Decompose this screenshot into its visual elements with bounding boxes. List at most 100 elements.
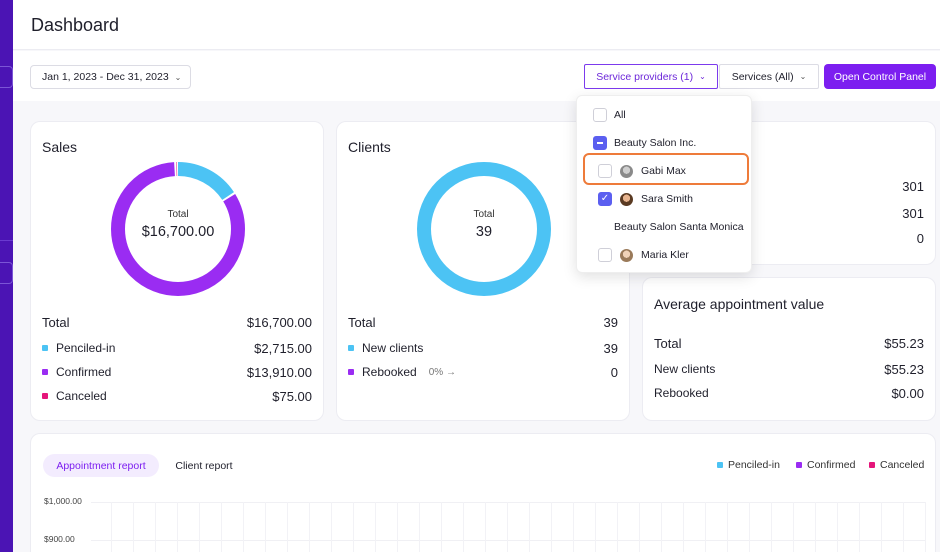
legend-label: Penciled-in [728,459,780,471]
grid-column [639,502,640,552]
grid-column [265,502,266,552]
clients-total-value: 39 [475,224,493,240]
y-axis-label: $1,000.00 [44,496,82,506]
legend-canceled: Canceled [869,459,924,471]
grid-column [903,502,904,552]
grid-column [353,502,354,552]
checkbox[interactable] [598,164,612,178]
grid-column [727,502,728,552]
service-providers-dropdown[interactable]: Service providers (1) ⌄ [584,64,718,89]
donut-segment-new-clients [417,162,551,296]
grid-column [133,502,134,552]
grid-column [199,502,200,552]
grid-column [419,502,420,552]
row-value: 39 [603,314,618,330]
row-label: Total [348,314,376,330]
avatar [620,248,633,262]
checkbox[interactable]: ✓ [598,192,612,206]
grid-column [287,502,288,552]
row-label: New clients [654,362,716,376]
avg-row-rebooked: Rebooked $0.00 [654,384,924,402]
row-value: $2,715.00 [254,340,312,356]
grid-column [573,502,574,552]
item-label: Beauty Salon Santa Monica [614,221,744,233]
row-label: Total [42,314,70,330]
grid-column [661,502,662,552]
grid-column [793,502,794,552]
tab-appointment-report[interactable]: Appointment report [43,454,159,477]
item-label: Maria Kler [641,249,689,261]
nav-item[interactable] [0,262,13,284]
open-control-panel-button[interactable]: Open Control Panel [824,64,936,89]
filter-toolbar: Jan 1, 2023 - Dec 31, 2023 ⌄ Service pro… [13,51,940,101]
penciled-legend-swatch [42,345,48,351]
item-label: Beauty Salon Inc. [614,137,697,149]
grid-column [595,502,596,552]
avg-value-card: Average appointment value Total $55.23 N… [642,277,936,421]
row-label: Rebooked [362,365,417,379]
grid-column [375,502,376,552]
rebooked-pct-link[interactable]: 0% → [428,366,456,378]
grid-column [243,502,244,552]
new-clients-legend-swatch [348,345,354,351]
row-value: $75.00 [272,388,312,404]
legend-swatch [717,462,723,468]
nav-item[interactable] [0,66,13,88]
grid-column [859,502,860,552]
avatar [620,164,633,178]
grid-column [683,502,684,552]
legend-swatch [796,462,802,468]
grid-column [309,502,310,552]
dropdown-item-sara-smith[interactable]: ✓ Sara Smith [577,185,753,213]
rebooked-legend-swatch [348,369,354,375]
row-label: Total [654,335,682,351]
appointments-value: 301 [902,206,924,221]
checkbox[interactable] [593,136,607,150]
sales-total-value: $16,700.00 [141,224,215,240]
legend-label: Canceled [880,459,925,471]
date-range-picker[interactable]: Jan 1, 2023 - Dec 31, 2023 ⌄ [30,65,191,89]
grid-column [331,502,332,552]
grid-column [441,502,442,552]
clients-title: Clients [348,139,391,155]
sales-card: Sales Total $16,700.00 Total $16,700.00 … [30,121,324,421]
page-title: Dashboard [31,15,120,35]
item-label: Sara Smith [641,193,693,205]
gridline [91,540,925,541]
checkbox[interactable] [593,108,607,122]
grid-column [551,502,552,552]
grid-column [837,502,838,552]
page-header: Dashboard [13,0,940,50]
dropdown-item-beauty-salon-santa-monica[interactable]: Beauty Salon Santa Monica [577,213,753,241]
row-value: $55.23 [884,335,924,351]
grid-column [463,502,464,552]
tab-client-report[interactable]: Client report [175,459,233,472]
sales-total-label: Total [167,209,189,220]
grid-column [771,502,772,552]
dropdown-item-maria-kler[interactable]: Maria Kler [577,241,753,269]
legend-label: Confirmed [807,459,856,471]
dropdown-item-gabi-max[interactable]: Gabi Max [577,157,753,185]
row-label: Penciled-in [56,341,116,355]
grid-column [925,502,926,552]
item-label: All [614,109,626,121]
grid-column [485,502,486,552]
grid-column [507,502,508,552]
sales-donut-chart [111,162,245,296]
service-providers-label: Service providers (1) [596,70,694,83]
sales-row-penciled: Penciled-in $2,715.00 [42,339,312,357]
checkbox[interactable] [598,248,612,262]
confirmed-legend-swatch [42,369,48,375]
appointments-value: 301 [902,179,924,194]
nav-divider [0,240,13,241]
appointments-value: 0 [916,231,924,246]
row-label: Confirmed [56,365,112,379]
row-label: Canceled [56,389,107,403]
services-dropdown[interactable]: Services (All) ⌄ [719,64,819,89]
dropdown-item-beauty-salon-inc[interactable]: Beauty Salon Inc. [577,129,753,157]
row-value: 0 [610,364,618,380]
dropdown-item-all[interactable]: All [577,101,753,129]
row-value: $13,910.00 [246,364,312,380]
row-value: $55.23 [884,361,924,377]
